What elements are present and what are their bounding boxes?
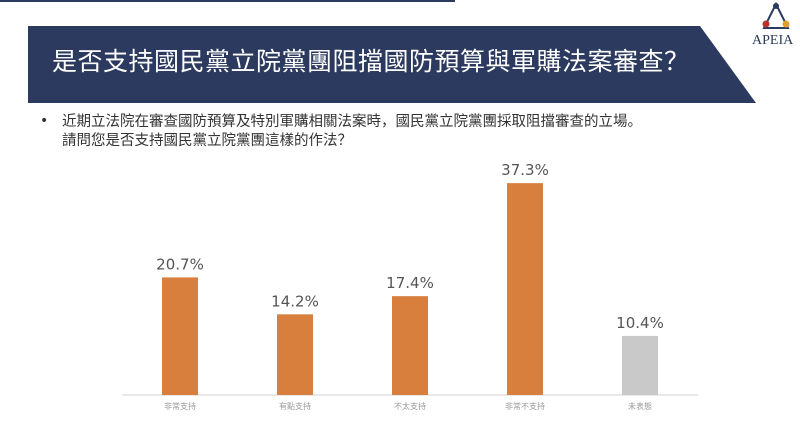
- category-label: 有點支持: [279, 401, 311, 411]
- top-rule: [0, 0, 455, 2]
- data-label: 14.2%: [271, 292, 319, 310]
- apeia-logo-icon: [762, 1, 790, 29]
- bar: [622, 335, 658, 395]
- category-label: 非常支持: [164, 401, 196, 411]
- data-label: 17.4%: [386, 274, 434, 292]
- question-line-2: 請問您是否支持國民黨立院黨團這樣的作法？: [62, 133, 352, 149]
- title-banner: [28, 26, 756, 103]
- category-label: 不太支持: [394, 401, 426, 411]
- bar: [162, 277, 198, 395]
- bar: [392, 296, 428, 395]
- question-text: 近期立法院在審查國防預算及特別軍購相關法案時，國民黨立院黨團採取阻擋審查的立場。…: [62, 113, 642, 151]
- category-label: 非常不支持: [505, 401, 545, 411]
- page-title: 是否支持國民黨立院黨團阻擋國防預算與軍購法案審查？: [52, 47, 690, 76]
- bar: [507, 183, 543, 395]
- category-label: 未表態: [628, 401, 652, 411]
- question-line-1: 近期立法院在審查國防預算及特別軍購相關法案時，國民黨立院黨團採取阻擋審查的立場。: [62, 114, 642, 130]
- bar: [277, 314, 313, 395]
- data-label: 10.4%: [616, 314, 664, 332]
- bullet-icon: •: [40, 113, 49, 129]
- logo-text: APEIA: [752, 33, 794, 48]
- data-label: 37.3%: [501, 161, 549, 179]
- data-label: 20.7%: [156, 255, 204, 273]
